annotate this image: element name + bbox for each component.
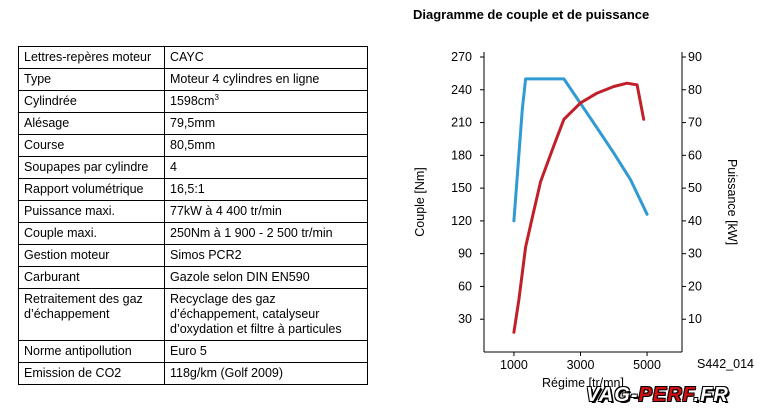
spec-row: Alésage 79,5mm — [18, 112, 368, 135]
x-tick-label: 5000 — [633, 358, 661, 372]
chart-title: Diagramme de couple et de puissance — [413, 7, 650, 22]
spec-value: 77kW à 4 400 tr/min — [164, 200, 368, 223]
spec-value-text: 77kW à 4 400 tr/min — [170, 204, 282, 218]
spec-value-text: CAYC — [170, 50, 204, 64]
spec-row: Emission de CO2 118g/km (Golf 2009) — [18, 362, 368, 385]
spec-value-superscript: 3 — [214, 92, 219, 102]
vag-perf-logo: VAG-PERF.FR — [586, 384, 729, 406]
spec-key: Emission de CO2 — [18, 362, 165, 385]
spec-value-text: 1598cm — [170, 94, 215, 108]
y-left-tick-label: 210 — [451, 116, 472, 130]
y-right-tick-label: 20 — [688, 279, 702, 293]
spec-row: Cylindrée 1598cm3 — [18, 90, 368, 113]
spec-value-text: 79,5mm — [170, 116, 216, 130]
spec-value: Recyclage des gaz d’échappement, catalys… — [164, 288, 368, 341]
y-right-tick-label: 40 — [688, 214, 702, 228]
spec-value-text: Euro 5 — [170, 344, 207, 358]
spec-row: Course 80,5mm — [18, 134, 368, 157]
x-tick-label: 1000 — [500, 358, 528, 372]
spec-value-text: 80,5mm — [170, 138, 216, 152]
y-right-tick-label: 10 — [688, 312, 702, 326]
spec-key: Lettres-repères moteur — [18, 46, 165, 69]
spec-value-text: Recyclage des gaz d’échappement, catalys… — [170, 292, 342, 336]
spec-key: Retraitement des gaz d’échappement — [18, 288, 165, 341]
y-right-tick-label: 90 — [688, 50, 702, 64]
spec-value-text: 250Nm à 1 900 - 2 500 tr/min — [170, 226, 333, 240]
spec-value: 79,5mm — [164, 112, 368, 135]
engine-spec-table: Lettres-repères moteur CAYC Type Moteur 4 c… — [18, 46, 368, 385]
y-left-tick-label: 240 — [451, 83, 472, 97]
spec-value-text: 118g/km (Golf 2009) — [170, 366, 284, 380]
y-left-tick-label: 180 — [451, 148, 472, 162]
spec-row: Soupapes par cylindre 4 — [18, 156, 368, 179]
y-right-tick-label: 80 — [688, 83, 702, 97]
y-right-axis-label: Puissance [kW] — [725, 159, 739, 245]
figure-code: S442_014 — [697, 357, 754, 371]
spec-row: Puissance maxi. 77kW à 4 400 tr/min — [18, 200, 368, 223]
x-tick-label: 3000 — [567, 358, 595, 372]
spec-value-text: Simos PCR2 — [170, 248, 242, 262]
y-right-tick-label: 30 — [688, 247, 702, 261]
spec-key: Course — [18, 134, 165, 157]
y-left-tick-label: 150 — [451, 181, 472, 195]
spec-key: Cylindrée — [18, 90, 165, 113]
y-left-tick-label: 30 — [458, 312, 472, 326]
spec-value-text: 16,5:1 — [170, 182, 205, 196]
y-right-tick-label: 60 — [688, 148, 702, 162]
spec-value: Simos PCR2 — [164, 244, 368, 267]
spec-row: Retraitement des gaz d’échappement Recycl… — [18, 288, 368, 341]
x-axis-label: Régime [tr/mn] — [542, 376, 624, 390]
y-left-tick-label: 60 — [458, 279, 472, 293]
power-curve — [512, 81, 646, 334]
y-left-tick-label: 270 — [451, 50, 472, 64]
spec-value-text: Gazole selon DIN EN590 — [170, 270, 310, 284]
y-right-tick-label: 70 — [688, 116, 702, 130]
spec-key: Puissance maxi. — [18, 200, 165, 223]
y-left-tick-label: 120 — [451, 214, 472, 228]
y-left-axis-label: Couple [Nm] — [413, 167, 427, 236]
spec-key: Carburant — [18, 266, 165, 289]
spec-row: Gestion moteur Simos PCR2 — [18, 244, 368, 267]
torque-curve — [512, 77, 649, 223]
spec-key: Rapport volumétrique — [18, 178, 165, 201]
spec-value-text: 4 — [170, 160, 177, 174]
spec-value: 118g/km (Golf 2009) — [164, 362, 368, 385]
y-right-tick-label: 50 — [688, 181, 702, 195]
y-left-tick-label: 90 — [458, 247, 472, 261]
spec-value-text: Moteur 4 cylindres en ligne — [170, 72, 320, 86]
